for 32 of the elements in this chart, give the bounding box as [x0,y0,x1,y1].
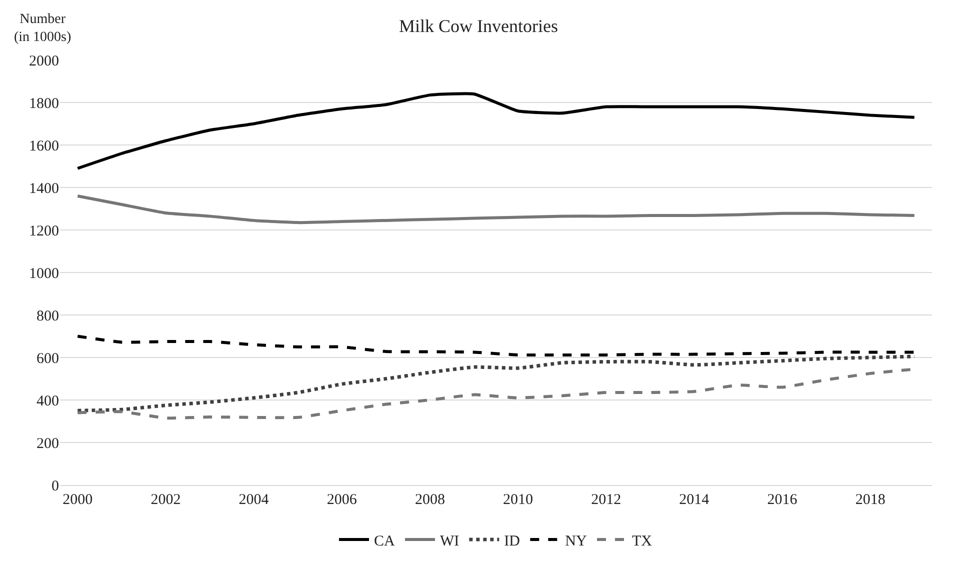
y-tick-label: 1000 [29,266,59,282]
y-tick-label: 1600 [29,138,59,154]
x-tick-label: 2004 [238,492,270,508]
x-tick-label: 2012 [591,492,622,508]
legend-label: NY [565,533,587,550]
y-tick-label: 1800 [29,96,59,112]
y-tick-label: 800 [36,308,59,324]
x-tick-label: 2002 [150,492,181,508]
y-tick-label: 0 [52,478,59,494]
chart-title: Milk Cow Inventories [399,16,558,36]
x-tick-label: 2008 [414,492,445,508]
line-series [76,334,916,357]
y-tick-label: 200 [36,436,59,452]
line-series [76,354,916,412]
x-tick-label: 2014 [679,492,710,508]
x-tick-label: 2016 [767,492,798,508]
line-series [76,194,916,224]
legend-label: ID [504,533,520,550]
y-tick-label: 1200 [29,223,59,240]
legend-label: TX [632,533,652,550]
y-tick-label: 600 [36,350,59,367]
y-tick-label: 1400 [29,180,59,197]
y-tick-label: 2000 [29,53,59,70]
legend-label: CA [374,533,396,550]
x-tick-label: 2018 [855,492,886,508]
x-tick-label: 2006 [326,492,358,508]
legend-label: WI [440,533,460,550]
y-tick-label: 400 [36,393,59,410]
line-series [76,92,916,170]
x-tick-label: 2000 [62,492,93,508]
y-axis-title: Number (in 1000s) [14,12,72,46]
x-tick-label: 2010 [503,492,534,508]
